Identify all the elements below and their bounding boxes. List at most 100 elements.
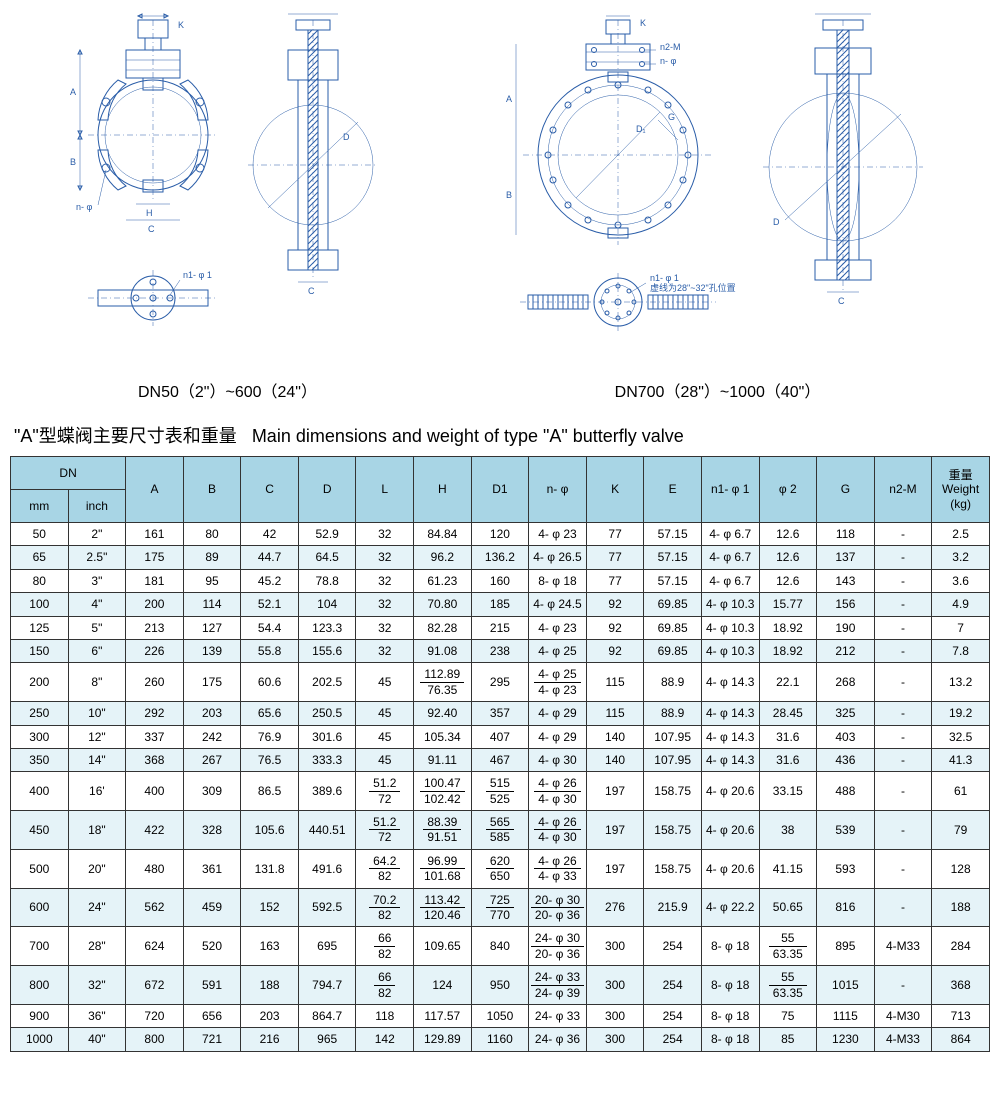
table-cell: 57.15 bbox=[644, 546, 702, 569]
table-cell: 301.6 bbox=[298, 725, 356, 748]
table-cell: 31.6 bbox=[759, 725, 817, 748]
table-cell: 113.42120.46 bbox=[414, 888, 472, 927]
table-cell: 4- φ 29 bbox=[529, 702, 587, 725]
table-cell: 115 bbox=[586, 663, 644, 702]
table-cell: 4- φ 29 bbox=[529, 725, 587, 748]
table-cell: 4- φ 6.7 bbox=[701, 546, 759, 569]
col-header: D bbox=[298, 457, 356, 523]
table-cell: 6" bbox=[68, 639, 126, 662]
table-cell: 226 bbox=[126, 639, 184, 662]
table-body: 502"161804252.93284.841204- φ 237757.154… bbox=[11, 523, 990, 1052]
table-cell: 92 bbox=[586, 593, 644, 616]
table-cell: 69.85 bbox=[644, 639, 702, 662]
table-cell: 175 bbox=[183, 663, 241, 702]
table-cell: 114 bbox=[183, 593, 241, 616]
table-cell: 8- φ 18 bbox=[701, 927, 759, 966]
table-cell: 51.272 bbox=[356, 811, 414, 850]
table-cell: 4- φ 20.6 bbox=[701, 811, 759, 850]
table-cell: 61.23 bbox=[414, 569, 472, 592]
table-cell: 4-M30 bbox=[874, 1004, 932, 1027]
table-cell: 700 bbox=[11, 927, 69, 966]
table-cell: 42 bbox=[241, 523, 299, 546]
col-header: A bbox=[126, 457, 184, 523]
table-cell: 24- φ 3020- φ 36 bbox=[529, 927, 587, 966]
table-cell: 8" bbox=[68, 663, 126, 702]
table-cell: 7 bbox=[932, 616, 990, 639]
table-cell: 4" bbox=[68, 593, 126, 616]
table-cell: 33.15 bbox=[759, 772, 817, 811]
table-cell: 150 bbox=[11, 639, 69, 662]
table-cell: 254 bbox=[644, 1004, 702, 1027]
table-cell: 4- φ 254- φ 23 bbox=[529, 663, 587, 702]
table-cell: 440.51 bbox=[298, 811, 356, 850]
col-subheader: inch bbox=[68, 490, 126, 523]
table-cell: 136.2 bbox=[471, 546, 529, 569]
table-cell: 190 bbox=[817, 616, 875, 639]
table-cell: 1000 bbox=[11, 1028, 69, 1051]
table-cell: 895 bbox=[817, 927, 875, 966]
table-cell: 28.45 bbox=[759, 702, 817, 725]
svg-text:B: B bbox=[506, 190, 512, 200]
drawing-right: K n2-M n- φ D₁ G A B n1- φ 1 虚线为28"~32"孔… bbox=[503, 10, 933, 402]
table-cell: 41.3 bbox=[932, 748, 990, 771]
table-cell: 295 bbox=[471, 663, 529, 702]
table-cell: 7.8 bbox=[932, 639, 990, 662]
table-cell: 77 bbox=[586, 523, 644, 546]
svg-text:K: K bbox=[640, 18, 646, 28]
table-cell: 92.40 bbox=[414, 702, 472, 725]
table-cell: 12" bbox=[68, 725, 126, 748]
table-cell: - bbox=[874, 811, 932, 850]
table-cell: 123.3 bbox=[298, 616, 356, 639]
table-cell: 54.4 bbox=[241, 616, 299, 639]
table-cell: 120 bbox=[471, 523, 529, 546]
table-cell: 2.5 bbox=[932, 523, 990, 546]
table-cell: 61 bbox=[932, 772, 990, 811]
table-cell: 100.47102.42 bbox=[414, 772, 472, 811]
table-cell: 400 bbox=[11, 772, 69, 811]
table-cell: 75 bbox=[759, 1004, 817, 1027]
table-cell: 109.65 bbox=[414, 927, 472, 966]
table-cell: 45 bbox=[356, 702, 414, 725]
table-cell: 76.9 bbox=[241, 725, 299, 748]
table-cell: 3" bbox=[68, 569, 126, 592]
table-cell: 84.84 bbox=[414, 523, 472, 546]
table-cell: 22.1 bbox=[759, 663, 817, 702]
table-cell: 118 bbox=[817, 523, 875, 546]
table-cell: 565585 bbox=[471, 811, 529, 850]
table-cell: 254 bbox=[644, 966, 702, 1005]
table-cell: 16' bbox=[68, 772, 126, 811]
table-cell: 55.8 bbox=[241, 639, 299, 662]
table-cell: 620650 bbox=[471, 849, 529, 888]
table-cell: 92 bbox=[586, 616, 644, 639]
table-row: 1004"20011452.11043270.801854- φ 24.5926… bbox=[11, 593, 990, 616]
table-cell: 140 bbox=[586, 725, 644, 748]
table-cell: 137 bbox=[817, 546, 875, 569]
table-cell: 600 bbox=[11, 888, 69, 927]
table-cell: 389.6 bbox=[298, 772, 356, 811]
table-cell: 3.2 bbox=[932, 546, 990, 569]
table-cell: 656 bbox=[183, 1004, 241, 1027]
table-cell: - bbox=[874, 523, 932, 546]
table-cell: 400 bbox=[126, 772, 184, 811]
table-cell: 32 bbox=[356, 616, 414, 639]
table-cell: 24- φ 3324- φ 39 bbox=[529, 966, 587, 1005]
table-cell: 368 bbox=[126, 748, 184, 771]
table-cell: 158.75 bbox=[644, 772, 702, 811]
table-cell: 82.28 bbox=[414, 616, 472, 639]
table-cell: 480 bbox=[126, 849, 184, 888]
svg-text:虚线为28"~32"孔位置: 虚线为28"~32"孔位置 bbox=[650, 282, 736, 293]
table-cell: 361 bbox=[183, 849, 241, 888]
svg-text:B: B bbox=[70, 157, 76, 167]
table-cell: 52.1 bbox=[241, 593, 299, 616]
table-cell: 4.9 bbox=[932, 593, 990, 616]
table-cell: 300 bbox=[586, 1004, 644, 1027]
table-cell: 32" bbox=[68, 966, 126, 1005]
table-cell: 44.7 bbox=[241, 546, 299, 569]
table-cell: 800 bbox=[126, 1028, 184, 1051]
table-cell: 4- φ 24.5 bbox=[529, 593, 587, 616]
table-cell: 520 bbox=[183, 927, 241, 966]
table-cell: 254 bbox=[644, 927, 702, 966]
table-header: DNABCDLHD1n- φKEn1- φ 1φ 2Gn2-M重量Weight(… bbox=[11, 457, 990, 523]
table-cell: 450 bbox=[11, 811, 69, 850]
table-cell: 70.282 bbox=[356, 888, 414, 927]
